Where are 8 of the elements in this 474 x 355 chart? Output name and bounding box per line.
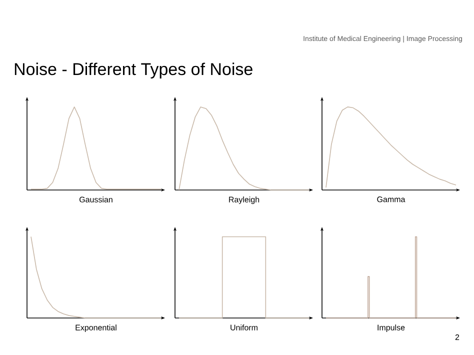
text: Noise - Different Types of Noise [14,62,252,79]
x-axis-title: Uniform [230,324,258,330]
x-axis-title: Gamma [377,196,406,202]
text: 2 [455,334,460,340]
x-axis-title: Impulse [378,324,405,332]
x-axis-title: Gaussian [80,196,112,202]
x-axis-title: Exponential [76,324,116,332]
x-axis-title: Rayleigh [229,196,260,204]
